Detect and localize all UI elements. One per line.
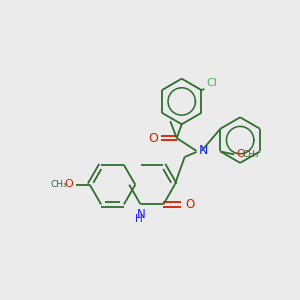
Text: H: H [135, 214, 142, 224]
Text: CH₃: CH₃ [50, 180, 67, 189]
Text: O: O [236, 149, 245, 160]
Text: O: O [185, 198, 194, 211]
Text: Cl: Cl [206, 78, 217, 88]
Text: O: O [64, 179, 73, 189]
Text: CH₃: CH₃ [242, 150, 259, 159]
Text: O: O [148, 132, 158, 145]
Text: N: N [137, 208, 146, 221]
Text: N: N [199, 143, 208, 157]
